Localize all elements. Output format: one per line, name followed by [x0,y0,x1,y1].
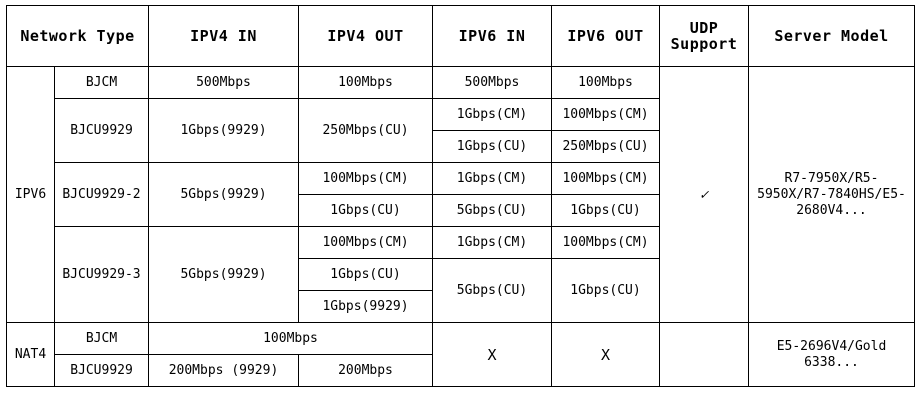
table-row: BJCU9929 200Mbps (9929) 200Mbps [7,354,915,387]
header-udp-line2: Support [670,35,738,53]
table-row: BJCU9929 1Gbps(9929) 250Mbps(CU) 1Gbps(C… [7,98,915,163]
header-network-type: Network Type [6,5,149,67]
header-ipv6-in: IPV6 IN [432,5,552,67]
ipv4-in-cell: 5Gbps(9929) [148,226,299,323]
udp-support-check: ✓ [659,66,749,323]
ipv6-in-cell: X [432,322,552,387]
group-label-nat4: NAT4 [6,322,55,387]
header-udp-line1: UDP [689,19,719,37]
header-row: Network Type IPV4 IN IPV4 OUT IPV6 IN IP… [6,5,915,67]
ipv6-out-cell: 100Mbps [551,66,660,99]
line-name: BJCM [54,66,149,99]
server-model-nat4: E5-2696V4/Gold 6338... [748,322,915,387]
ipv4-in-cell: 5Gbps(9929) [148,162,299,227]
group-label-ipv6: IPV6 [6,66,55,323]
server-model-ipv6: R7-7950X/R5-5950X/R7-7840HS/E5-2680V4... [748,66,915,323]
ipv4-out-cell: 1Gbps(9929) [298,290,433,323]
header-ipv4-out: IPV4 OUT [298,5,433,67]
ipv4-in-cell: 200Mbps (9929) [148,354,299,387]
ipv6-in-cell: 1Gbps(CU) [432,130,552,163]
ipv4-out-cell: 200Mbps [298,354,433,387]
ipv4-out-cell: 100Mbps(CM) [298,162,433,195]
table-row: 1Gbps(CU) 250Mbps(CU) [7,130,915,163]
ipv6-out-cell: X [551,322,660,387]
table-row: BJCU9929-3 5Gbps(9929) 100Mbps(CM) 1Gbps… [7,226,915,323]
header-ipv6-out: IPV6 OUT [551,5,660,67]
ipv6-out-cell: 1Gbps(CU) [551,258,660,323]
ipv6-out-cell: 100Mbps(CM) [551,98,660,131]
udp-support-empty [659,322,749,387]
ipv6-out-cell: 250Mbps(CU) [551,130,660,163]
ipv4-in-cell: 1Gbps(9929) [148,98,299,163]
table-row: 1Gbps(CU) 5Gbps(CU) 1Gbps(CU) [7,258,915,323]
ipv6-out-cell: 100Mbps(CM) [551,162,660,195]
ipv6-in-cell: 5Gbps(CU) [432,258,552,323]
header-ipv4-in: IPV4 IN [148,5,299,67]
line-name: BJCU9929-2 [54,162,149,227]
ipv4-out-cell: 1Gbps(CU) [298,258,433,291]
ipv6-out-cell: 100Mbps(CM) [551,226,660,259]
ipv4-in-cell: 500Mbps [148,66,299,99]
header-udp-support: UDP Support [659,5,749,67]
ipv4-combined-cell: 100Mbps [148,322,433,355]
line-name: BJCU9929 [54,98,149,163]
ipv6-in-cell: 500Mbps [432,66,552,99]
ipv6-out-cell: 1Gbps(CU) [551,194,660,227]
ipv4-out-cell: 1Gbps(CU) [298,194,433,227]
ipv4-out-cell: 100Mbps [298,66,433,99]
table-row: NAT4 BJCM 100Mbps X X E5-2696V4/Gold 633… [6,322,915,387]
ipv6-in-cell: 1Gbps(CM) [432,98,552,131]
header-server-model: Server Model [748,5,915,67]
ipv6-in-cell: 1Gbps(CM) [432,226,552,259]
line-name: BJCU9929-3 [54,226,149,323]
ipv6-in-cell: 5Gbps(CU) [432,194,552,227]
network-spec-table: Network Type IPV4 IN IPV4 OUT IPV6 IN IP… [6,5,915,387]
ipv6-in-cell: 1Gbps(CM) [432,162,552,195]
line-name: BJCM [54,322,149,355]
ipv4-out-cell: 250Mbps(CU) [298,98,433,163]
ipv4-out-cell: 100Mbps(CM) [298,226,433,259]
line-name: BJCU9929 [54,354,149,387]
table-row: IPV6 BJCM 500Mbps 100Mbps 500Mbps 100Mbp… [6,66,915,323]
